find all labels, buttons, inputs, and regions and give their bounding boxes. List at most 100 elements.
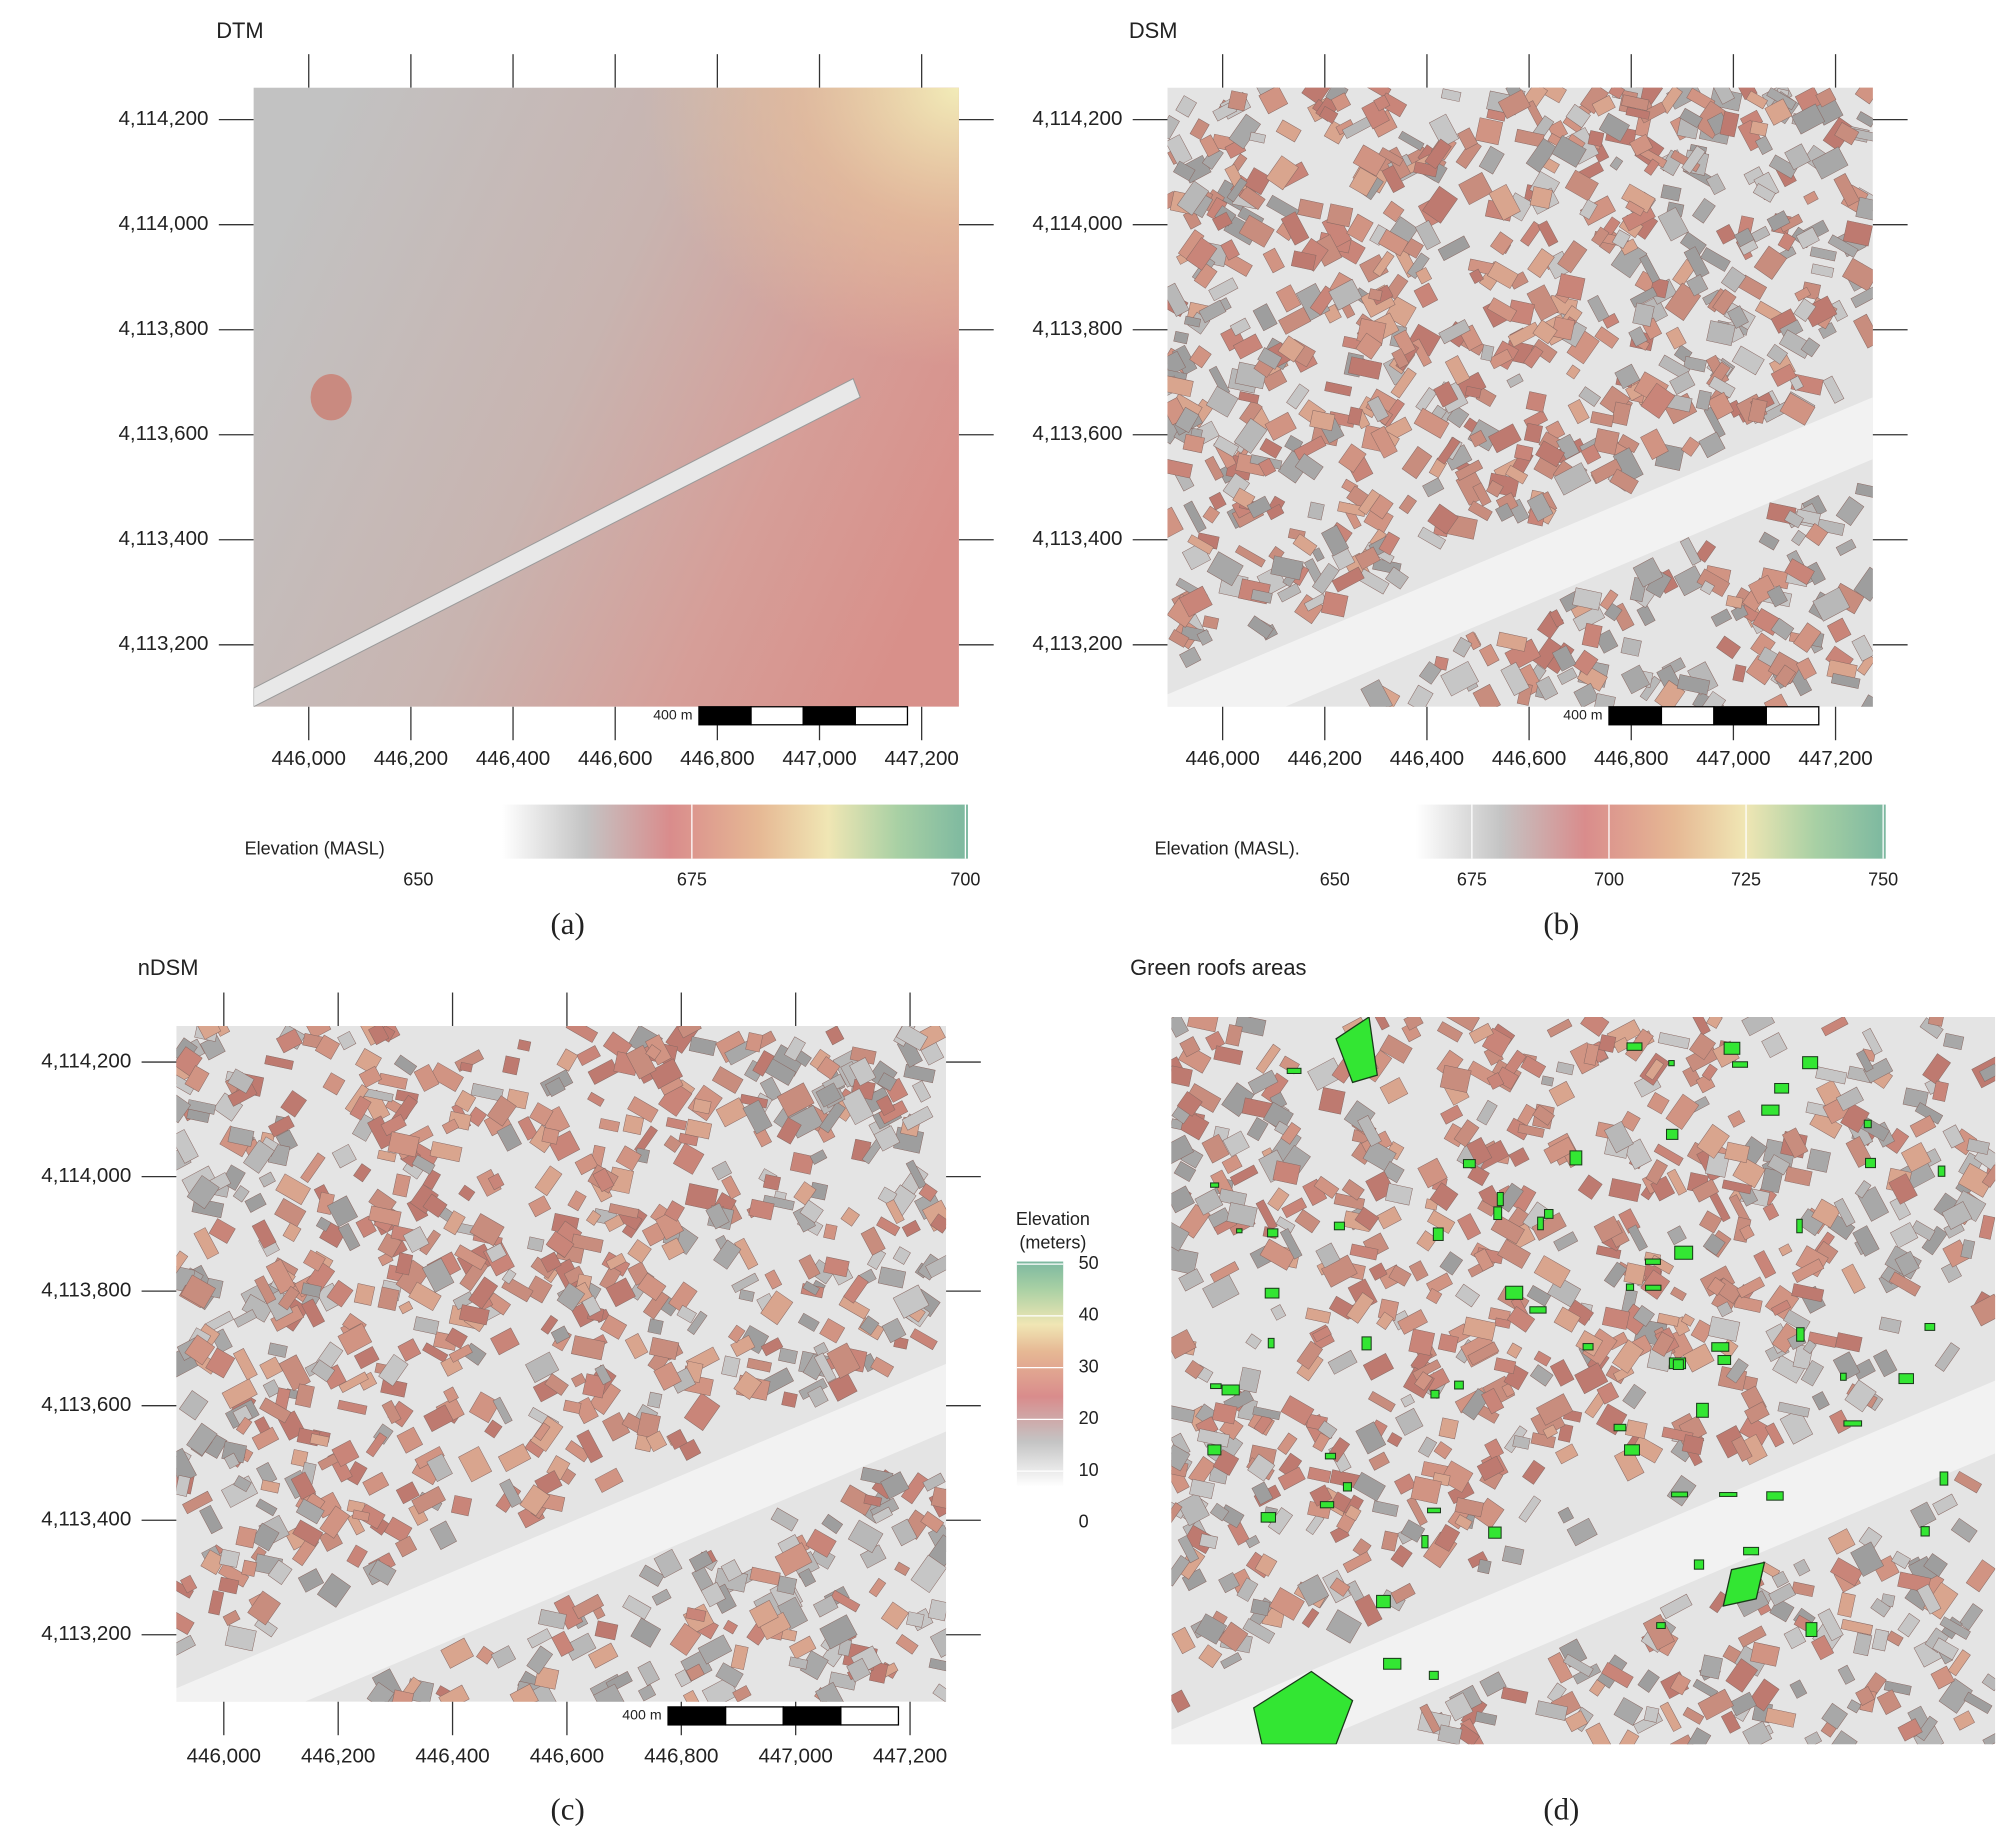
building — [309, 1433, 330, 1447]
building — [1774, 664, 1797, 688]
scale-bar-segment — [1608, 706, 1663, 726]
building — [1583, 1043, 1600, 1066]
panel-title: Green roofs areas — [1130, 955, 1306, 980]
green-roof — [1454, 1380, 1464, 1390]
building — [1325, 1609, 1362, 1644]
building — [259, 1397, 292, 1424]
building — [1428, 113, 1460, 148]
building — [1853, 566, 1873, 602]
building — [1562, 1653, 1594, 1678]
building — [1683, 356, 1707, 373]
building — [1309, 410, 1336, 432]
building — [1462, 1316, 1497, 1341]
building — [458, 1184, 476, 1202]
building — [1851, 634, 1873, 662]
building — [1621, 664, 1650, 695]
building — [413, 1316, 440, 1335]
building — [1542, 1424, 1558, 1439]
building — [1854, 1180, 1872, 1199]
building — [1444, 355, 1471, 386]
building — [1406, 1496, 1428, 1526]
building — [1333, 1192, 1366, 1211]
building — [749, 1566, 781, 1586]
building — [1623, 1262, 1647, 1286]
x-tick-label: 446,600 — [1492, 747, 1566, 770]
green-roof — [1544, 1208, 1554, 1219]
building — [338, 1371, 369, 1393]
building — [930, 1486, 947, 1510]
building — [247, 1590, 281, 1626]
building — [1352, 144, 1387, 177]
building — [1376, 1206, 1402, 1230]
building — [1292, 533, 1318, 557]
building — [1728, 1691, 1757, 1717]
building — [762, 1174, 781, 1191]
building — [1910, 1501, 1937, 1529]
building — [1476, 1099, 1498, 1126]
building — [572, 1593, 605, 1620]
building — [1486, 109, 1507, 122]
building — [1247, 615, 1274, 640]
building — [1277, 1466, 1306, 1491]
building — [728, 1324, 746, 1344]
building — [749, 1599, 779, 1629]
building — [182, 1490, 213, 1515]
building — [509, 1683, 539, 1702]
scale-bar-segment — [1660, 706, 1715, 726]
building — [805, 1528, 837, 1558]
building — [301, 1298, 325, 1328]
building — [1830, 673, 1861, 689]
building — [1591, 94, 1616, 117]
building — [1682, 1706, 1705, 1725]
building — [383, 1516, 413, 1544]
building — [1486, 1072, 1505, 1090]
building — [550, 1325, 571, 1344]
green-roof — [1569, 1150, 1583, 1166]
green-roof — [1582, 1343, 1594, 1351]
building — [530, 1415, 564, 1452]
building — [1731, 345, 1765, 376]
building — [251, 1522, 280, 1552]
building — [1940, 1261, 1962, 1284]
building — [1506, 373, 1524, 389]
building — [1621, 94, 1650, 111]
building — [1770, 1299, 1792, 1316]
building — [1206, 551, 1244, 587]
building — [653, 1361, 682, 1391]
building — [840, 1484, 876, 1516]
building — [918, 1183, 938, 1202]
green-roof — [1693, 1559, 1705, 1570]
building — [178, 1390, 209, 1421]
scale-bar-label: 400 m — [653, 707, 692, 723]
building — [1720, 1710, 1741, 1734]
building — [1422, 477, 1445, 498]
building — [1611, 229, 1631, 249]
building — [1258, 457, 1277, 477]
building — [1344, 1504, 1362, 1522]
building — [331, 1439, 360, 1468]
building — [1632, 302, 1655, 327]
legend-tick-label: 50 — [1079, 1253, 1099, 1273]
building — [1692, 1016, 1711, 1036]
green-roof — [1383, 1657, 1402, 1670]
building — [642, 1289, 670, 1320]
building — [1438, 319, 1471, 345]
building — [1167, 350, 1187, 376]
building — [1701, 1063, 1718, 1081]
building — [1175, 95, 1197, 118]
building — [438, 1684, 470, 1702]
building — [1556, 433, 1580, 460]
building — [731, 1272, 760, 1294]
x-tick-label: 446,000 — [1185, 747, 1259, 770]
building — [1953, 1470, 1982, 1494]
building — [1804, 1731, 1823, 1745]
building — [1585, 1722, 1613, 1745]
building — [1739, 1224, 1755, 1241]
building — [485, 1242, 507, 1263]
building — [1294, 1209, 1321, 1234]
building — [351, 1113, 378, 1142]
building — [390, 1689, 414, 1702]
building — [1535, 1393, 1574, 1426]
building — [1537, 220, 1559, 247]
building — [594, 1364, 612, 1386]
